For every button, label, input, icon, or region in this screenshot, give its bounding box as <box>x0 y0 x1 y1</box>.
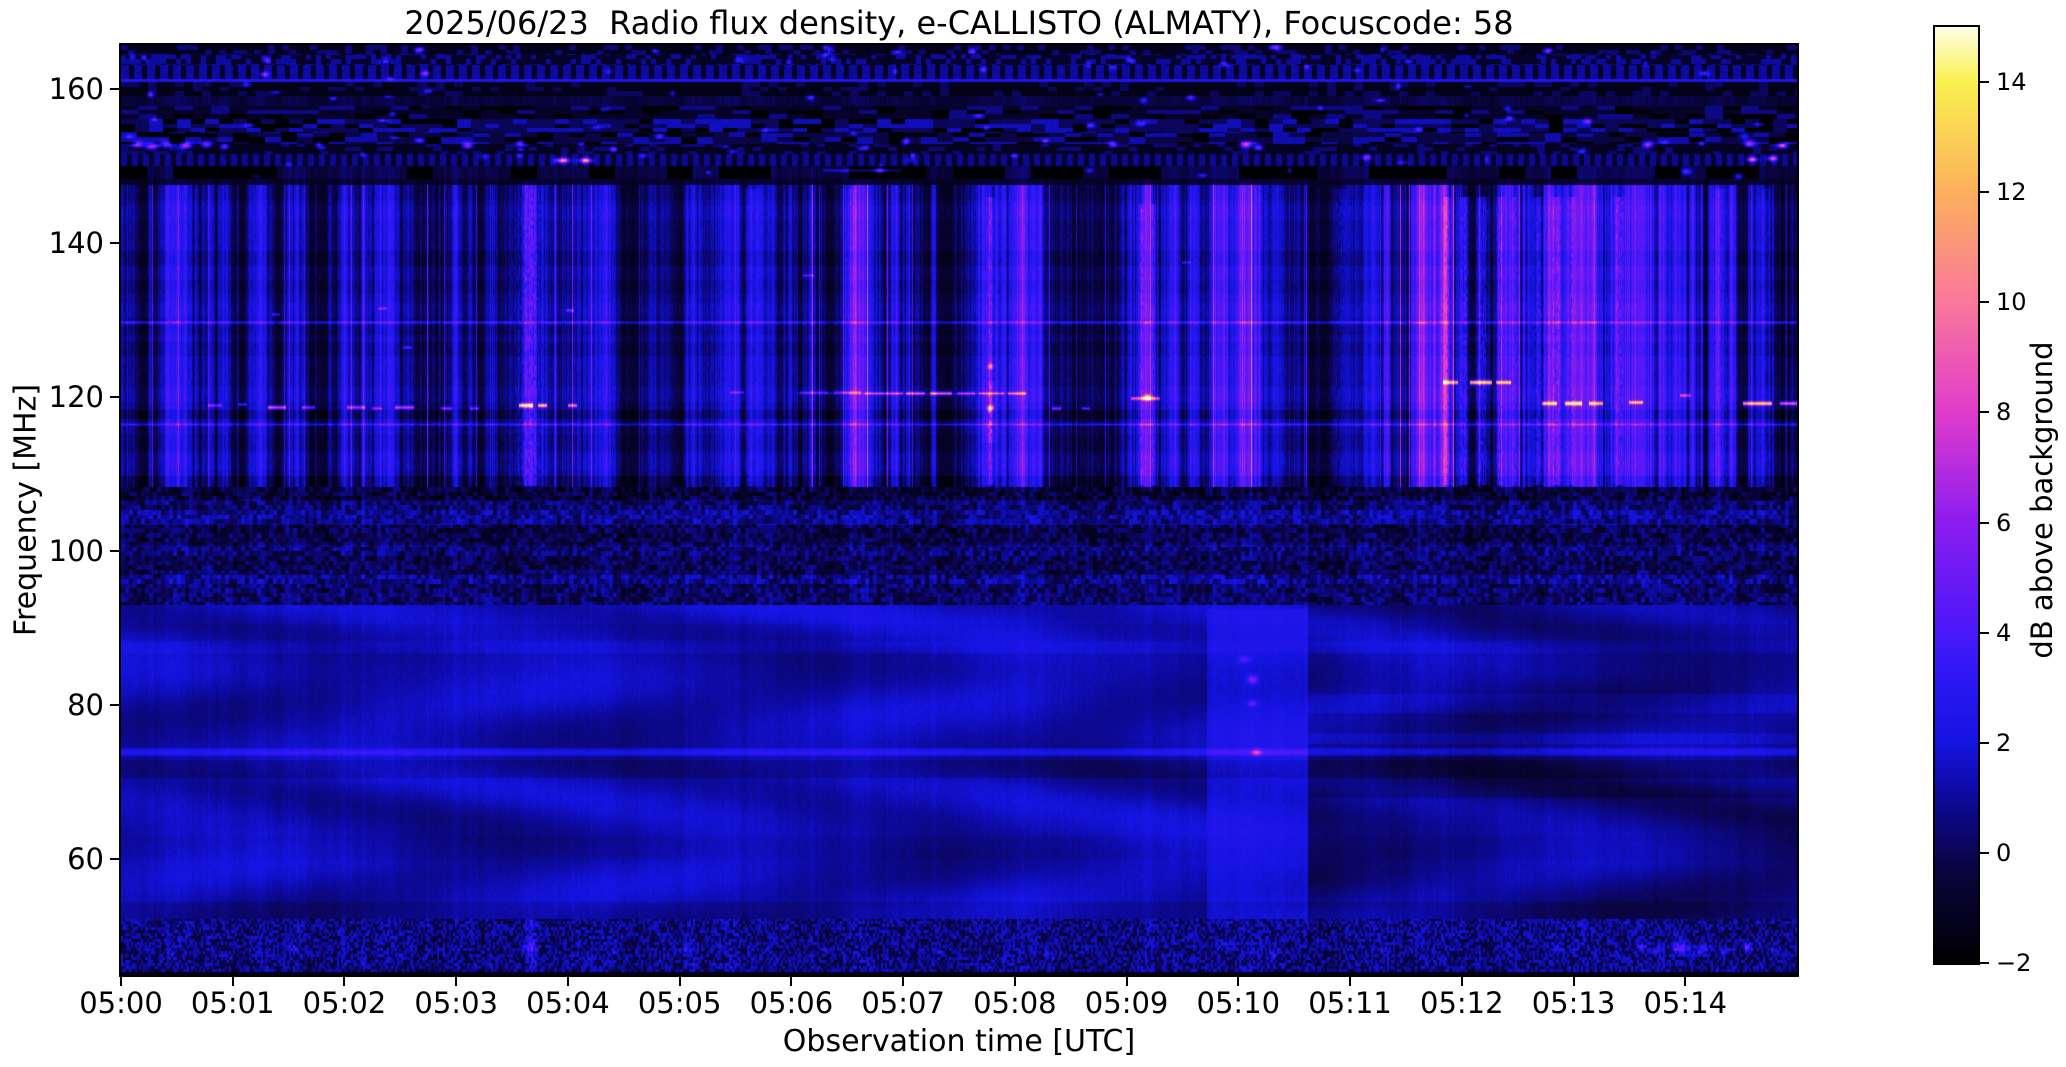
x-tick-mark <box>678 977 681 986</box>
colorbar-tick-label: 12 <box>1996 178 2027 207</box>
x-tick-mark <box>1013 977 1016 986</box>
x-tick-mark <box>120 977 122 986</box>
y-tick-label: 80 <box>67 687 104 722</box>
y-tick-mark <box>110 549 119 552</box>
x-tick-mark <box>566 977 569 986</box>
y-tick-label: 60 <box>67 841 104 876</box>
x-tick-mark <box>1125 977 1128 986</box>
x-tick-mark <box>790 977 793 986</box>
y-tick-label: 160 <box>48 71 104 106</box>
spectrogram-image <box>121 45 1797 975</box>
x-tick-mark <box>1349 977 1352 986</box>
x-tick-mark <box>1572 977 1575 986</box>
x-tick-label: 05:11 <box>1308 986 1392 1020</box>
colorbar-tick-mark <box>1980 962 1989 964</box>
y-tick-mark <box>110 395 119 398</box>
colorbar-tick-mark <box>1980 741 1989 744</box>
y-tick-label: 120 <box>48 379 104 414</box>
colorbar-tick-mark <box>1980 521 1989 524</box>
y-tick-label: 100 <box>48 533 104 568</box>
colorbar-tick-label: 8 <box>1996 398 2012 427</box>
x-tick-mark <box>231 977 234 986</box>
x-tick-label: 05:05 <box>637 986 722 1020</box>
colorbar-tick-mark <box>1980 851 1989 854</box>
x-tick-label: 05:09 <box>1084 986 1169 1020</box>
y-tick-mark <box>110 87 119 90</box>
colorbar-tick-label: 2 <box>1996 728 2012 757</box>
x-tick-mark <box>455 977 458 986</box>
x-tick-label: 05:08 <box>973 986 1057 1020</box>
colorbar-tick-label: −2 <box>1996 949 2032 977</box>
y-tick-mark <box>110 857 119 860</box>
x-tick-mark <box>1237 977 1240 986</box>
colorbar-tick-mark <box>1980 81 1989 84</box>
colorbar-tick-label: 6 <box>1996 508 2012 537</box>
x-tick-label: 05:13 <box>1531 986 1616 1020</box>
colorbar-tick-label: 4 <box>1996 618 2012 647</box>
y-tick-mark <box>110 703 119 706</box>
x-tick-label: 05:14 <box>1643 986 1728 1020</box>
x-tick-mark <box>1684 977 1687 986</box>
x-tick-label: 05:07 <box>861 986 945 1020</box>
colorbar-tick-mark <box>1980 631 1989 634</box>
x-tick-label: 05:04 <box>526 986 610 1020</box>
colorbar-tick-label: 10 <box>1996 288 2027 317</box>
x-tick-mark <box>1460 977 1463 986</box>
colorbar-tick-label: 14 <box>1996 68 2027 97</box>
colorbar <box>1933 25 1980 965</box>
x-tick-label: 05:10 <box>1196 986 1281 1020</box>
chart-title: 2025/06/23 Radio flux density, e-CALLIST… <box>404 4 1514 42</box>
x-tick-mark <box>343 977 346 986</box>
x-tick-label: 05:00 <box>79 986 163 1020</box>
colorbar-label: dB above background <box>2025 341 2059 659</box>
y-tick-mark <box>110 241 119 244</box>
x-tick-label: 05:02 <box>302 986 387 1020</box>
y-axis-label: Frequency [MHz] <box>8 383 44 637</box>
x-axis-label: Observation time [UTC] <box>782 1024 1136 1059</box>
colorbar-tick-mark <box>1980 191 1989 194</box>
y-tick-label: 140 <box>48 225 104 260</box>
x-tick-label: 05:01 <box>190 986 275 1020</box>
colorbar-tick-mark <box>1980 301 1989 304</box>
colorbar-tick-label: 0 <box>1996 838 2012 867</box>
x-tick-label: 05:12 <box>1420 986 1504 1020</box>
x-tick-label: 05:06 <box>749 986 834 1020</box>
x-tick-label: 05:03 <box>414 986 498 1020</box>
x-tick-mark <box>902 977 905 986</box>
colorbar-tick-mark <box>1980 411 1989 414</box>
